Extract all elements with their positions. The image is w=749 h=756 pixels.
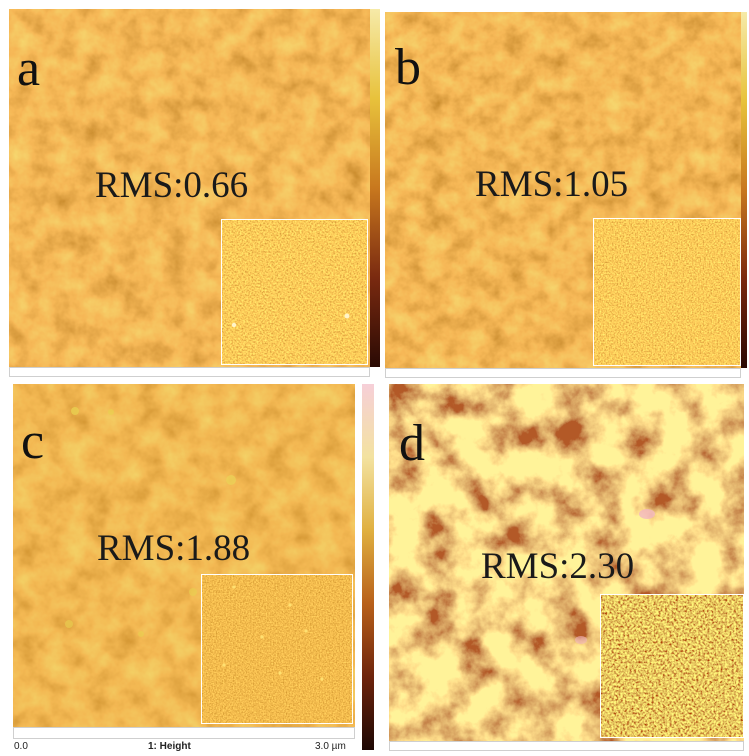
scale-strip-d (389, 741, 744, 751)
panel-c: c RMS:1.88 (13, 384, 355, 727)
panel-label-b: b (395, 39, 421, 96)
rms-value-b: RMS:1.05 (475, 164, 629, 205)
rms-value-a: RMS:0.66 (95, 165, 249, 206)
scale-max-label: 3.0 µm (315, 741, 346, 752)
afm-height-image-a (9, 9, 370, 367)
afm-height-image-c (13, 384, 355, 727)
phase-inset-a (221, 219, 368, 365)
channel-label: 1: Height (148, 741, 191, 752)
panel-b: b RMS:1.05 (385, 12, 741, 368)
colorbar-c (362, 384, 374, 750)
panel-d: d RMS:2.30 (389, 384, 744, 741)
panel-label-d: d (399, 415, 425, 472)
rms-value-c: RMS:1.88 (97, 528, 251, 569)
panel-label-c: c (21, 413, 45, 470)
scale-strip-a (9, 367, 370, 377)
phase-inset-b (593, 218, 741, 366)
scale-strip-b (385, 368, 741, 378)
scale-strip-c (13, 727, 355, 739)
scale-min-label: 0.0 (14, 741, 28, 752)
rms-value-d: RMS:2.30 (481, 546, 635, 587)
phase-inset-d (600, 594, 744, 738)
phase-inset-c (201, 574, 353, 724)
panel-label-a: a (17, 40, 41, 97)
panel-a: a RMS:0.66 (9, 9, 370, 367)
afm-height-image-d (389, 384, 744, 741)
colorbar-b (741, 12, 747, 368)
colorbar-a (370, 9, 380, 367)
